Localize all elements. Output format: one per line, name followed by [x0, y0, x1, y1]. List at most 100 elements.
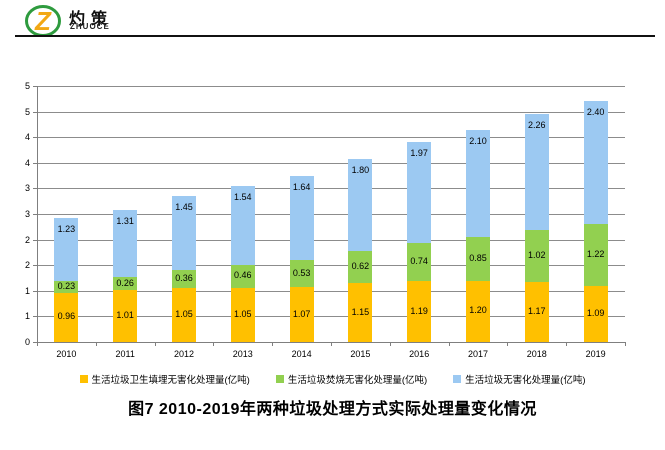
bar-value-label: 0.74: [410, 256, 428, 267]
x-axis-tick: [389, 342, 391, 346]
bar-value-label: 1.54: [234, 191, 252, 202]
bar-segment-2: [466, 129, 490, 238]
x-tick-label: 2018: [526, 349, 547, 359]
y-axis-tick: [33, 239, 37, 241]
y-axis-line: [37, 86, 38, 342]
bar-value-label: 1.45: [175, 201, 193, 212]
y-tick-label: 5: [24, 81, 30, 91]
x-axis-tick: [95, 342, 97, 346]
bar-value-label: 0.46: [234, 270, 252, 281]
bar-value-label: 2.40: [586, 106, 605, 117]
y-axis-tick: [33, 86, 37, 87]
grid-line: [37, 86, 625, 87]
brand-name: 灼策: [69, 11, 114, 28]
header-divider: [15, 35, 655, 37]
legend-swatch-icon: [453, 375, 462, 383]
bar-value-label: 0.96: [57, 311, 76, 322]
bar-value-label: 0.53: [292, 267, 311, 278]
bar-segment-2: [172, 195, 196, 270]
bar-segment-1: [113, 276, 138, 291]
bar-value-label: 1.02: [528, 249, 546, 260]
bar-value-label: 1.05: [175, 309, 193, 320]
y-axis-tick: [33, 188, 37, 190]
y-tick-label: 2: [24, 260, 30, 271]
y-tick-label: 4: [24, 132, 30, 143]
x-axis-tick: [154, 342, 156, 346]
bar-value-label: 0.36: [175, 273, 193, 284]
bar-segment-1: [524, 229, 549, 283]
bar-segment-2: [54, 218, 79, 282]
x-tick-label: 2017: [467, 349, 488, 359]
bar-segment-1: [289, 260, 314, 288]
legend-swatch-icon: [79, 375, 88, 383]
x-axis-tick: [507, 342, 509, 346]
chart-title: 图7 2010-2019年两种垃圾处理方式实际处理量变化情况: [128, 401, 537, 418]
x-axis-tick: [448, 342, 450, 346]
x-tick-label: 2019: [585, 349, 606, 359]
bar-value-label: 0.85: [469, 252, 487, 263]
grid-line: [37, 239, 625, 241]
bar-segment-0: [230, 288, 255, 342]
x-tick-label: 2011: [115, 349, 135, 359]
bar-segment-2: [230, 185, 255, 265]
logo-svg: Z: [25, 5, 61, 37]
x-tick-label: 2016: [409, 349, 430, 359]
bar-segment-0: [54, 292, 79, 342]
bar-segment-0: [172, 288, 196, 342]
bar-value-label: 1.22: [586, 248, 605, 259]
grid-line: [37, 188, 625, 190]
y-axis-tick: [33, 290, 37, 292]
zhuoce-logo-icon: Z: [24, 3, 64, 38]
bar-segment-2: [348, 159, 373, 252]
bar-value-label: 1.80: [351, 165, 370, 176]
bar-value-label: 1.15: [351, 306, 370, 317]
bar-value-label: 1.17: [528, 306, 546, 317]
x-tick-label: 2015: [350, 349, 371, 359]
bar-segment-0: [524, 282, 549, 342]
bar-value-label: 0.23: [57, 280, 76, 291]
grid-line: [37, 214, 625, 215]
grid-line: [37, 137, 625, 139]
legend-label: 生活垃圾卫生填埋无害化处理量(亿吨): [91, 375, 250, 386]
bar-value-label: 2.26: [528, 120, 546, 131]
y-tick-label: 4: [24, 157, 30, 168]
bar-segment-0: [113, 290, 138, 342]
bar-segment-1: [348, 251, 373, 284]
y-axis-tick: [33, 162, 37, 164]
bar-value-label: 1.01: [116, 310, 134, 321]
y-axis-tick: [33, 265, 37, 267]
bar-segment-1: [172, 269, 196, 289]
bar-segment-2: [289, 176, 314, 261]
bar-segment-1: [230, 264, 255, 289]
y-axis-tick: [33, 137, 37, 139]
x-tick-label: 2014: [291, 349, 312, 359]
bar-segment-2: [583, 100, 608, 224]
bar-segment-1: [466, 237, 490, 281]
x-tick-label: 2012: [173, 349, 194, 359]
bar-value-label: 1.19: [410, 305, 428, 316]
grid-line: [37, 316, 625, 318]
bar-value-label: 1.64: [292, 182, 311, 193]
legend-label: 生活垃圾无害化处理量(亿吨): [465, 375, 586, 386]
bar-segment-0: [289, 287, 314, 342]
bar-segment-1: [407, 243, 432, 282]
legend-item-2: 生活垃圾无害化处理量(亿吨): [453, 372, 585, 386]
x-tick-label: 2013: [232, 349, 253, 359]
x-axis-tick: [625, 342, 626, 346]
bar-segment-2: [524, 114, 549, 230]
chart-legend: 生活垃圾卫生填埋无害化处理量(亿吨) 生活垃圾焚烧无害化处理量(亿吨) 生活垃圾无害…: [0, 372, 665, 386]
y-axis-tick: [33, 111, 37, 113]
grid-line: [37, 162, 625, 164]
bar-value-label: 2.10: [469, 135, 487, 146]
y-axis-tick: [33, 342, 37, 343]
bar-value-label: 1.20: [469, 305, 487, 316]
bar-value-label: 1.07: [292, 308, 311, 319]
legend-item-1: 生活垃圾焚烧无害化处理量(亿吨): [275, 372, 428, 386]
y-tick-label: 2: [24, 234, 30, 245]
y-tick-label: 0: [24, 337, 30, 347]
bar-value-label: 1.97: [410, 148, 428, 159]
legend-label: 生活垃圾焚烧无害化处理量(亿吨): [287, 375, 428, 386]
grid-line: [37, 290, 625, 292]
bar-segment-1: [583, 223, 608, 287]
y-tick-label: 1: [24, 285, 30, 296]
